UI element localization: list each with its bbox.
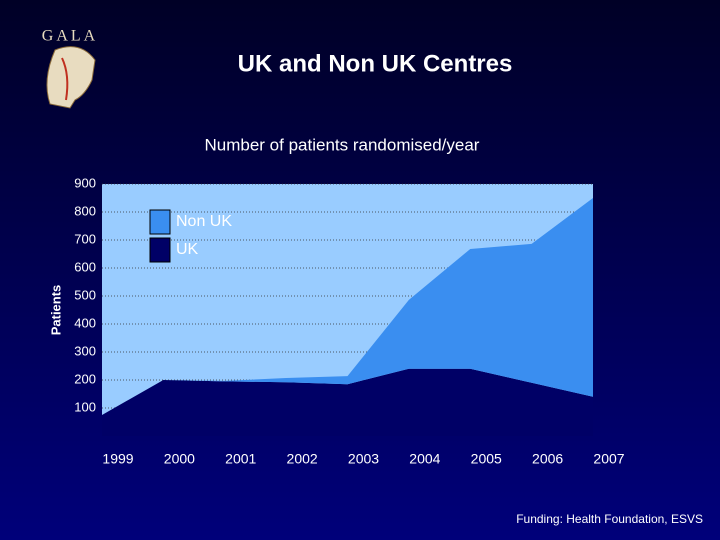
x-tick-label: 2001	[225, 451, 256, 467]
logo-text: GALA	[42, 28, 98, 45]
legend-label: Non UK	[176, 213, 232, 230]
chart: 100 200 300 400 500 600 700 800 900 1999 2000 2001 2…	[74, 175, 624, 466]
y-tick-label: 100	[74, 399, 96, 414]
area	[102, 368, 593, 436]
x-tick-label: 2004	[409, 451, 440, 467]
legend-label: UK	[176, 241, 199, 258]
legend-swatch	[149, 237, 171, 263]
x-tick-label: 2003	[348, 451, 379, 467]
y-tick-label: 500	[74, 287, 96, 302]
area	[102, 198, 593, 415]
y-tick-label: 700	[74, 231, 96, 246]
y-tick-label: 900	[74, 175, 96, 190]
y-tick-label: 800	[74, 203, 96, 218]
y-tick-label: 400	[74, 315, 96, 330]
x-tick-label: 2002	[287, 451, 318, 467]
footer: Funding: Health Foundation, ESVS	[516, 512, 703, 526]
x-tick-label: 2005	[471, 451, 502, 467]
logo: GALA	[42, 28, 98, 109]
y-tick-label: 200	[74, 371, 96, 386]
x-tick-label: 1999	[102, 451, 133, 467]
y-tick-label: 600	[74, 259, 96, 274]
x-tick-label: 2007	[593, 451, 624, 467]
x-tick-label: 2006	[532, 451, 563, 467]
y-axis-label: Patients	[48, 285, 63, 336]
y-tick-label: 300	[74, 343, 96, 358]
chart-title: Number of patients randomised/year	[205, 135, 480, 154]
x-tick-label: 2000	[164, 451, 195, 467]
slide-title: UK and Non UK Centres	[238, 50, 513, 77]
legend-swatch	[149, 209, 171, 235]
